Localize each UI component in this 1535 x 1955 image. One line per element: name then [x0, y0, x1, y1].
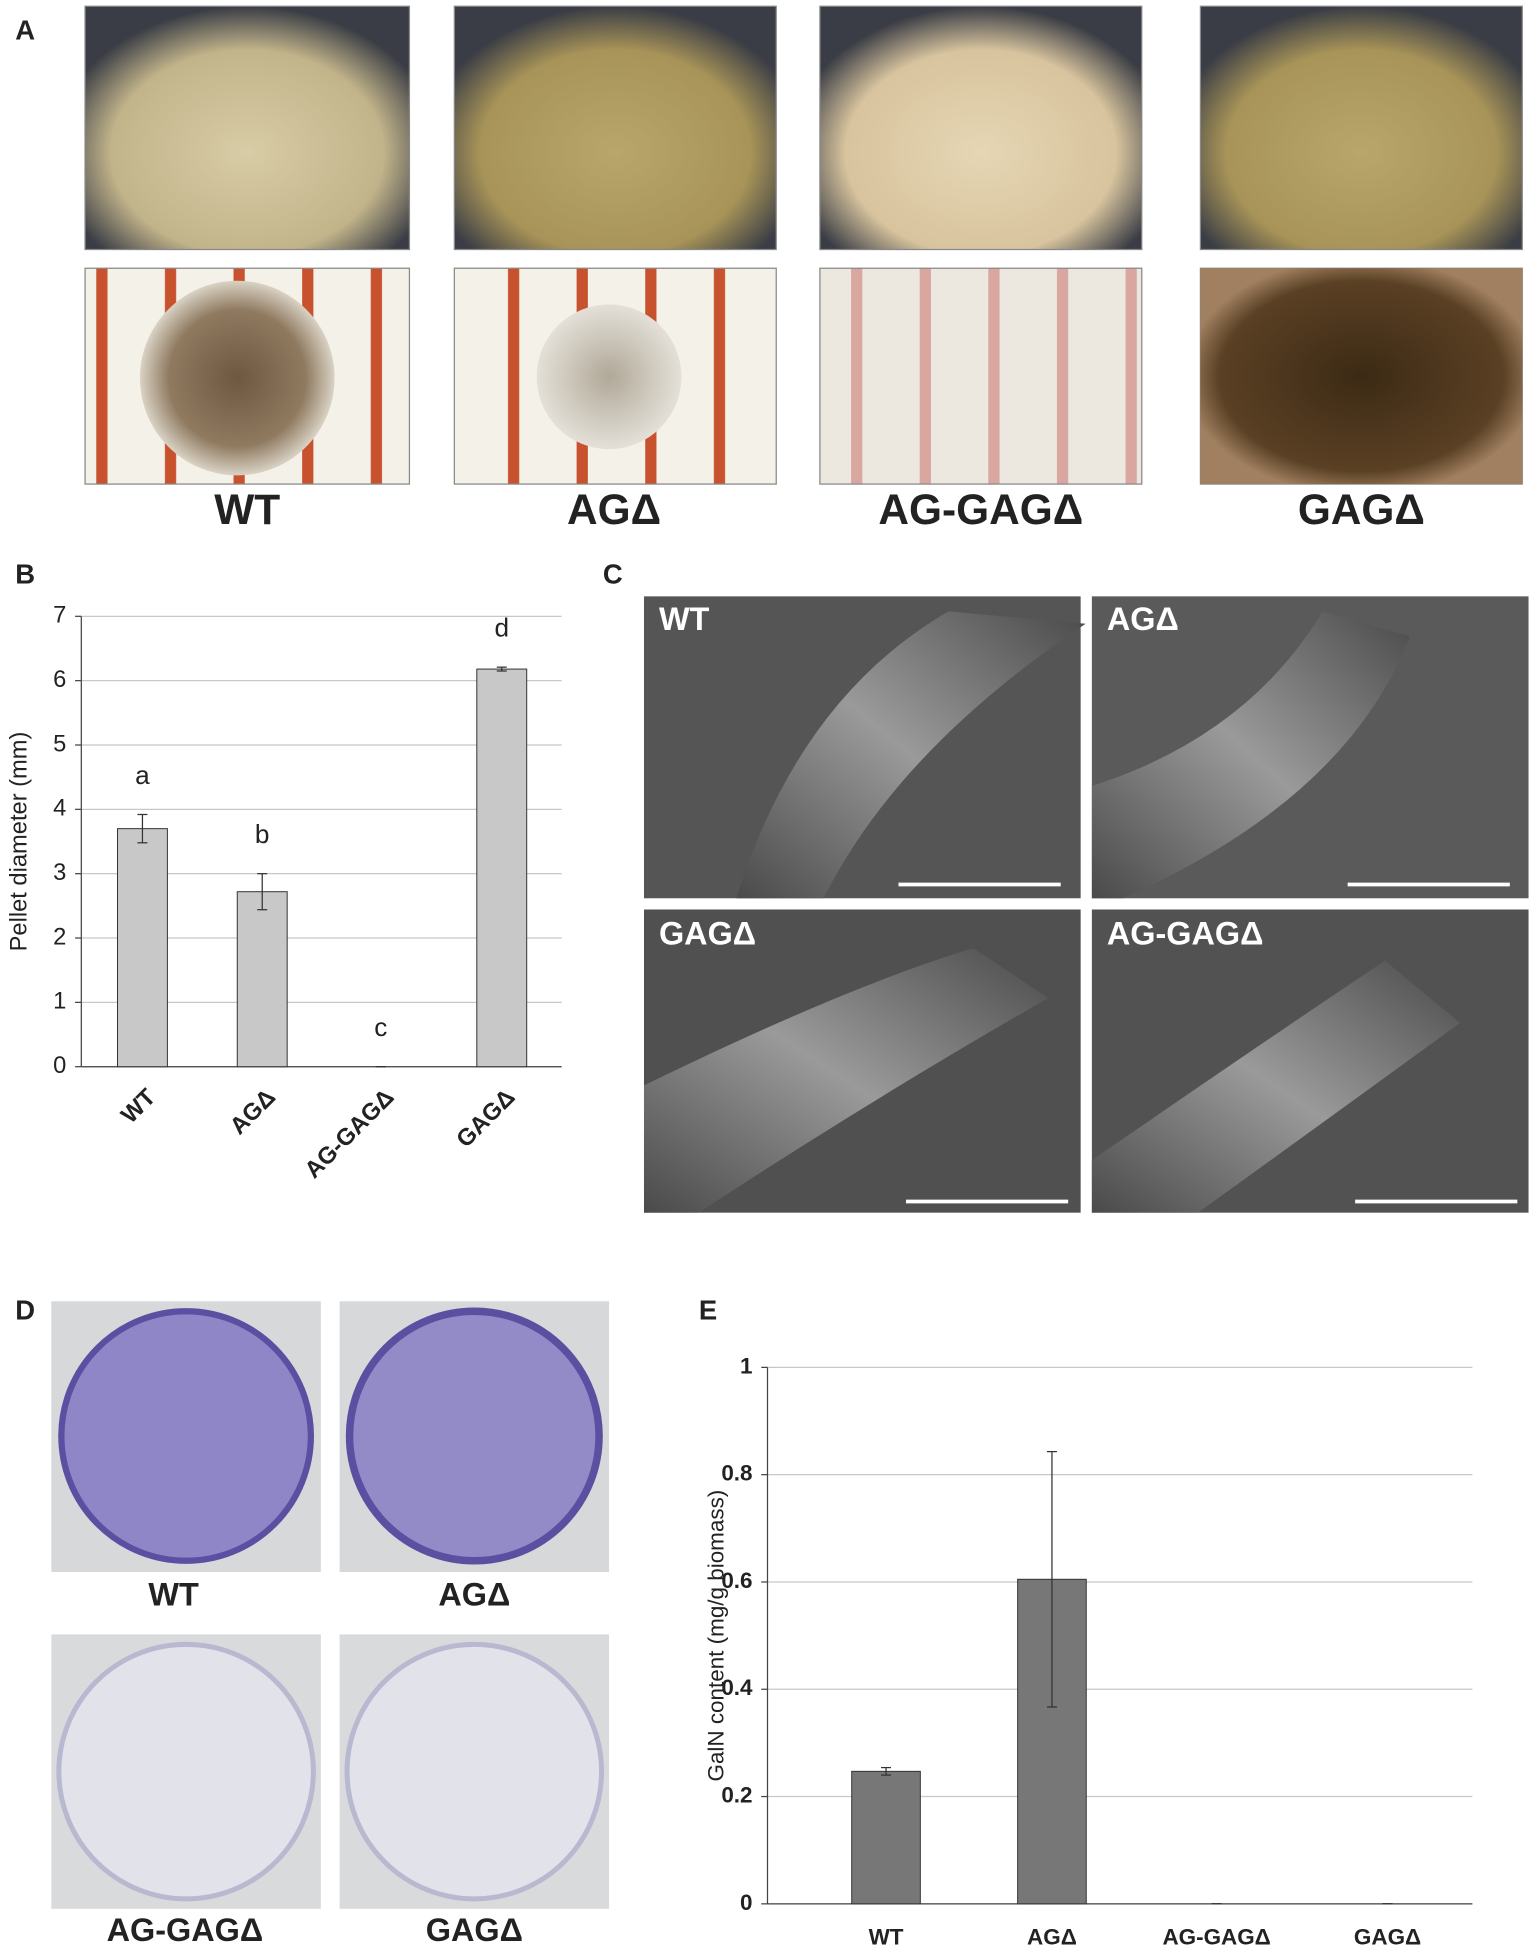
- y-tick-label: 7: [53, 603, 66, 629]
- panel-label: C: [603, 559, 623, 590]
- annotation: b: [255, 819, 270, 849]
- caption: GAGΔ: [1298, 486, 1425, 533]
- error-bar: [137, 813, 148, 844]
- image-label: AG-GAGΔ: [1107, 915, 1264, 951]
- y-tick-label: 2: [53, 924, 66, 950]
- plate-photos: [51, 1301, 610, 1909]
- y-axis-label: Pellet diameter (mm): [6, 732, 32, 952]
- caption: WT: [214, 486, 280, 533]
- bar: [236, 891, 288, 1068]
- y-tick-label: 0.2: [721, 1782, 752, 1807]
- x-tick-label: AGΔ: [225, 1084, 281, 1140]
- bar: [851, 1770, 921, 1905]
- error-bar: [496, 666, 507, 672]
- image-label: GAGΔ: [659, 915, 756, 951]
- image-label: WT: [659, 601, 710, 637]
- image-label: AGΔ: [1107, 601, 1179, 637]
- error-bar: [257, 873, 268, 911]
- panel-label: D: [15, 1295, 35, 1326]
- y-tick-label: 3: [53, 860, 66, 886]
- panel-label: B: [15, 559, 35, 590]
- y-tick-label: 0: [53, 1053, 66, 1079]
- y-tick-label: 0.8: [721, 1461, 752, 1486]
- panel-label: E: [699, 1295, 717, 1326]
- flask-photos: [84, 5, 1523, 251]
- error-bar: [881, 1766, 892, 1776]
- caption: WT: [148, 1576, 199, 1612]
- x-tick-label: AG-GAGΔ: [1162, 1925, 1270, 1950]
- y-tick-label: 1: [740, 1353, 752, 1378]
- sem-images: [643, 596, 1529, 1213]
- x-tick-label: AG-GAGΔ: [300, 1084, 399, 1183]
- caption: GAGΔ: [426, 1912, 523, 1948]
- x-tick-label: WT: [869, 1925, 904, 1950]
- x-tick-label: AGΔ: [1027, 1925, 1077, 1950]
- y-tick-label: 1: [53, 989, 66, 1015]
- y-tick-label: 6: [53, 667, 66, 693]
- annotation: d: [494, 613, 509, 643]
- caption: AG-GAGΔ: [107, 1912, 264, 1948]
- y-tick-label: 4: [53, 796, 66, 822]
- panel-label: A: [15, 15, 35, 46]
- annotation: a: [135, 760, 150, 790]
- y-tick-label: 0.6: [721, 1568, 752, 1593]
- bar: [116, 828, 168, 1068]
- annotation: c: [374, 1012, 387, 1042]
- y-tick-label: 0.4: [721, 1675, 753, 1700]
- y-axis-label: GalN content (mg/g biomass): [704, 1490, 729, 1782]
- y-tick-label: 0: [740, 1890, 752, 1915]
- bar: [476, 668, 528, 1068]
- y-tick-label: 5: [53, 731, 66, 757]
- caption: AGΔ: [438, 1576, 510, 1612]
- x-tick-label: GAGΔ: [1354, 1925, 1421, 1950]
- x-tick-label: WT: [117, 1084, 162, 1129]
- caption: AGΔ: [567, 486, 661, 533]
- error-bar: [1046, 1450, 1057, 1708]
- caption: AG-GAGΔ: [878, 486, 1083, 533]
- pellet-micrographs: [84, 267, 1523, 485]
- x-tick-label: GAGΔ: [452, 1084, 521, 1153]
